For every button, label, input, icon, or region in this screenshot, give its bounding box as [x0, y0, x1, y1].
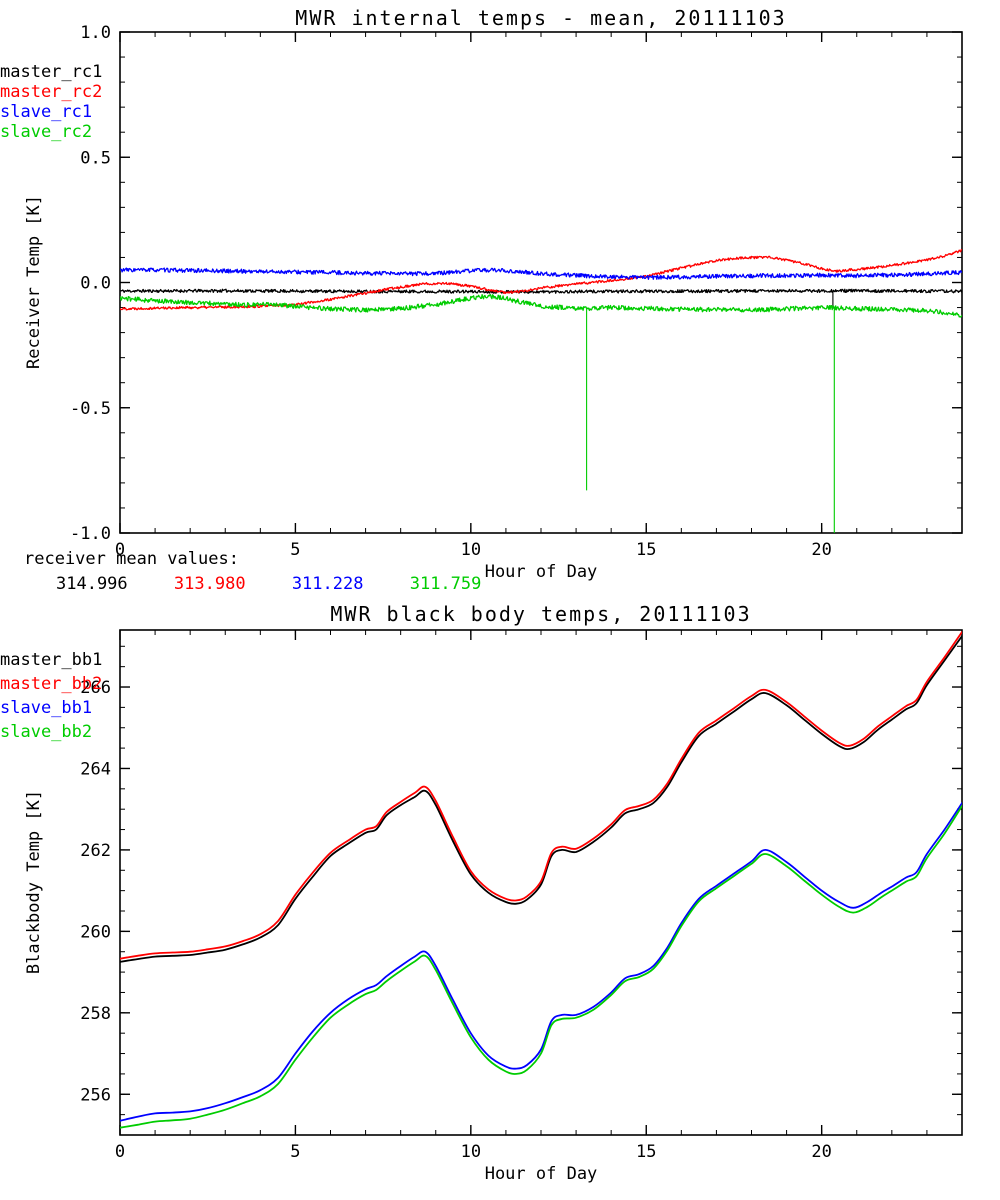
y-tick-label: 264: [80, 759, 111, 779]
y-tick-label: 262: [80, 841, 111, 861]
slave_rc1-line: [120, 267, 962, 280]
y-tick-label: -1.0: [70, 524, 111, 544]
mean-value-slave-rc1: 311.228: [291, 574, 364, 594]
legend-item-slave-bb1: slave_bb1: [0, 698, 93, 718]
master_rc2-line: [120, 248, 962, 311]
slave_bb1-line: [120, 802, 962, 1122]
x-tick-label: 15: [636, 540, 656, 560]
legend-item-slave-bb2: slave_bb2: [0, 722, 93, 742]
legend-item-master-rc1: master_rc1: [0, 62, 103, 82]
y-tick-label: 256: [80, 1085, 111, 1105]
x-tick-label: 0: [115, 540, 125, 560]
receiver-x-axis-label: Hour of Day: [484, 562, 598, 582]
legend-item-master-bb1: master_bb1: [0, 650, 103, 670]
plot-frame: [119, 629, 963, 1136]
master_rc1-line: [120, 288, 962, 294]
x-tick-label: 10: [461, 540, 481, 560]
x-tick-label: 5: [290, 1142, 300, 1162]
legend-item-master-rc2: master_rc2: [0, 82, 103, 102]
y-tick-label: 260: [80, 922, 111, 942]
blackbody-y-axis-label: Blackbody Temp [K]: [24, 789, 44, 975]
receiver-temp-plot: 0 5 10 15 20 -1.0 -0.5 0.0 0.5 1.0: [70, 23, 963, 560]
x-tick-label: 15: [636, 1142, 656, 1162]
mean-value-master-rc1: 314.996: [56, 574, 128, 594]
x-tick-label: 5: [290, 540, 300, 560]
receiver-mean-values: 314.996 313.980 311.228 311.759: [56, 574, 517, 594]
legend-item-master-bb2: master_bb2: [0, 674, 103, 694]
receiver-mean-values-label: receiver mean values:: [24, 549, 239, 569]
blackbody-x-axis-label: Hour of Day: [484, 1164, 598, 1184]
y-tick-label: 0.0: [80, 274, 111, 294]
x-tick-label: 20: [811, 1142, 831, 1162]
master_bb1-line: [120, 635, 962, 963]
legend-item-slave-rc1: slave_rc1: [0, 102, 93, 122]
y-tick-label: -0.5: [70, 399, 111, 419]
receiver-chart-title: MWR internal temps - mean, 20111103: [295, 6, 787, 30]
plot-frame: [119, 31, 963, 534]
y-tick-label: 0.5: [80, 148, 111, 168]
mean-value-master-rc2: 313.980: [173, 574, 246, 594]
y-tick-label: 1.0: [80, 23, 111, 43]
y-tick-label: 266: [80, 678, 111, 698]
master_bb2-line: [120, 631, 962, 960]
y-tick-label: 258: [80, 1004, 111, 1024]
receiver-y-axis-label: Receiver Temp [K]: [24, 195, 44, 369]
mean-value-slave-rc2: 311.759: [409, 574, 482, 594]
x-tick-label: 10: [461, 1142, 481, 1162]
blackbody-temp-plot: 0 5 10 15 20 256 258 260 262 264 266: [80, 629, 963, 1162]
slave_bb2-line: [120, 805, 962, 1129]
blackbody-chart-title: MWR black body temps, 20111103: [330, 602, 752, 626]
legend-item-slave-rc2: slave_rc2: [0, 122, 93, 142]
slave_rc2-line: [120, 294, 962, 318]
x-tick-label: 0: [115, 1142, 125, 1162]
x-tick-label: 20: [811, 540, 831, 560]
